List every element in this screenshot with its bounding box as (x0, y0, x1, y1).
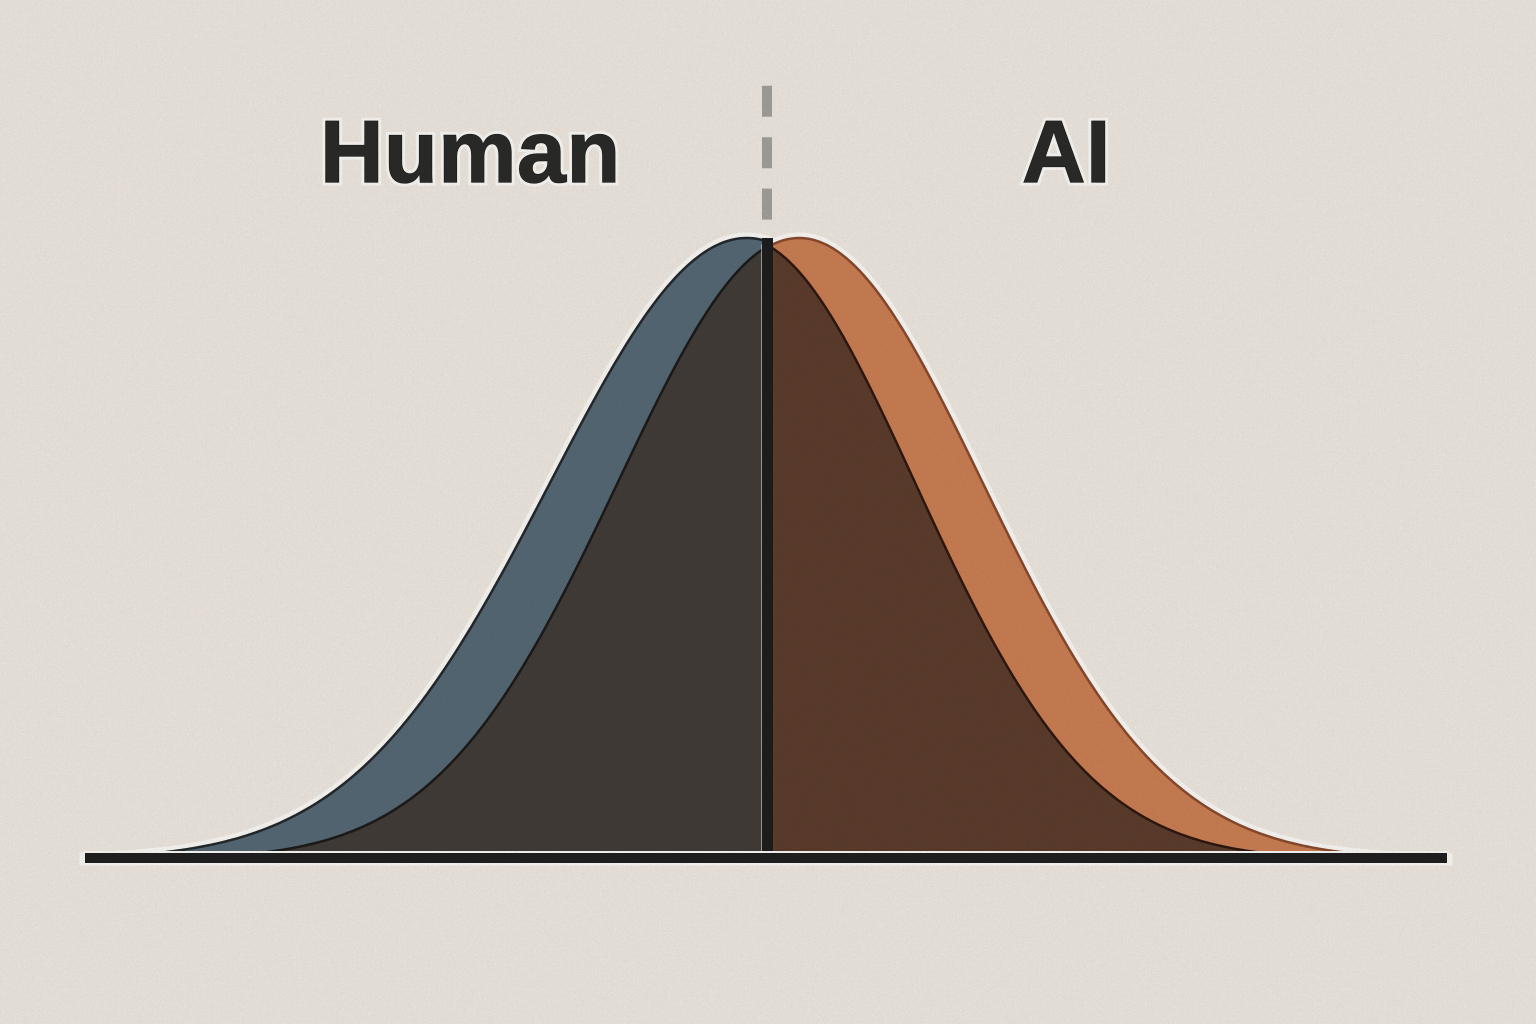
svg-text:Human: Human (320, 102, 621, 201)
svg-text:AI: AI (1022, 102, 1111, 201)
